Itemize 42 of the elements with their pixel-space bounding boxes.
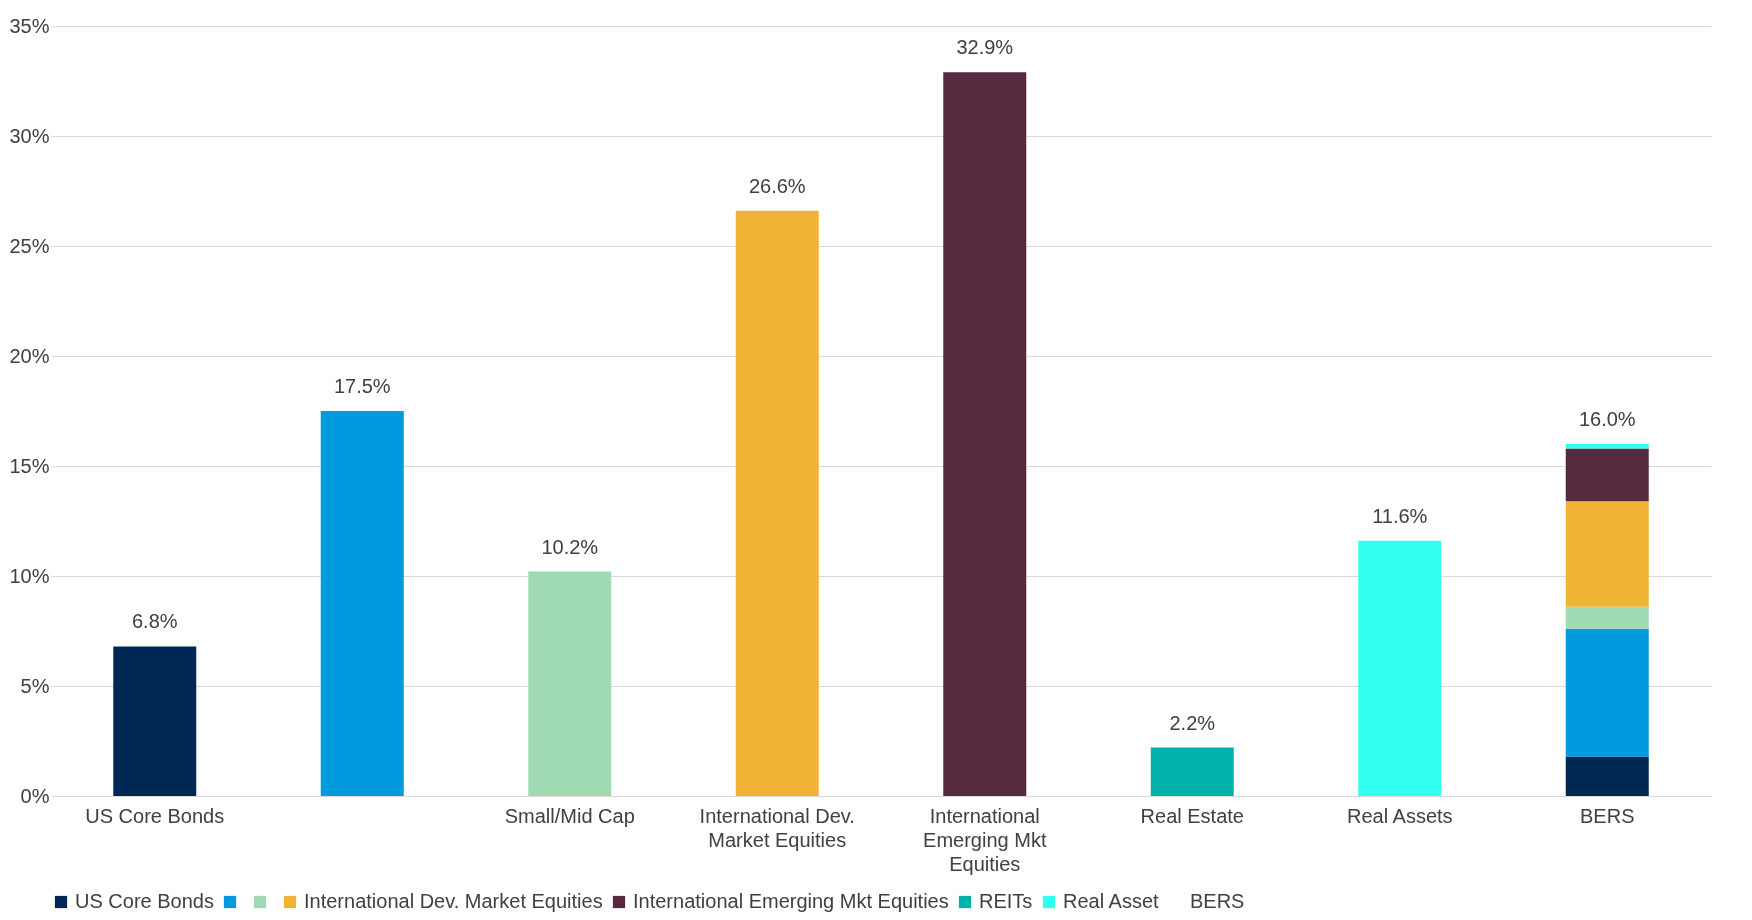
- text: BERS: [1190, 890, 1245, 912]
- bar: [1565, 606, 1649, 629]
- bar: [1565, 444, 1649, 449]
- total-label: 26.6%: [748, 174, 806, 197]
- legend-label: Real Asset: [1063, 890, 1160, 912]
- bar: [1150, 747, 1234, 796]
- bar: [1565, 501, 1649, 607]
- y-tick-label: 25%: [9, 234, 50, 257]
- bar: [1565, 628, 1649, 757]
- bar: [1358, 540, 1442, 796]
- y-tick-label: 30%: [9, 124, 50, 147]
- bar: [113, 646, 197, 796]
- x-tick-label: Real Estate: [1140, 804, 1244, 827]
- bar: [528, 571, 612, 796]
- bar: [1565, 448, 1649, 502]
- total-label: 11.6%: [1372, 504, 1428, 527]
- total-label: 32.9%: [956, 36, 1014, 59]
- bar: [943, 72, 1027, 796]
- total-label: 10.2%: [541, 535, 599, 558]
- legend-label: International Emerging Mkt Equities: [633, 890, 949, 912]
- x-tick-label: BERS: [1580, 804, 1635, 827]
- y-tick-label: 35%: [9, 14, 50, 37]
- y-tick-label: 0%: [20, 784, 50, 807]
- total-label: 16.0%: [1578, 408, 1636, 430]
- legend-label: International Dev. Market Equities: [304, 890, 603, 912]
- x-tick-label: International Emerging Mkt Equities: [923, 804, 1047, 875]
- total-label: 2.2%: [1169, 711, 1216, 734]
- y-tick-label: 5%: [20, 674, 50, 697]
- y-tick-label: 20%: [9, 344, 50, 367]
- x-tick-label: US Core Bonds: [85, 804, 225, 827]
- bar: [320, 411, 404, 796]
- bar: [1565, 756, 1649, 796]
- legend-label: REITs: [979, 890, 1033, 912]
- total-label: 6.8%: [131, 610, 178, 633]
- x-tick-label: Real Assets: [1346, 804, 1453, 827]
- total-label: 17.5%: [333, 375, 391, 397]
- y-tick-label: 10%: [9, 564, 50, 587]
- x-tick-label: Small/Mid Cap: [504, 804, 635, 827]
- y-tick-label: 15%: [9, 454, 50, 477]
- legend-label: US Core Bonds: [75, 890, 214, 912]
- x-tick-label: International Dev. Market Equities: [699, 804, 855, 851]
- bar: [735, 210, 819, 796]
